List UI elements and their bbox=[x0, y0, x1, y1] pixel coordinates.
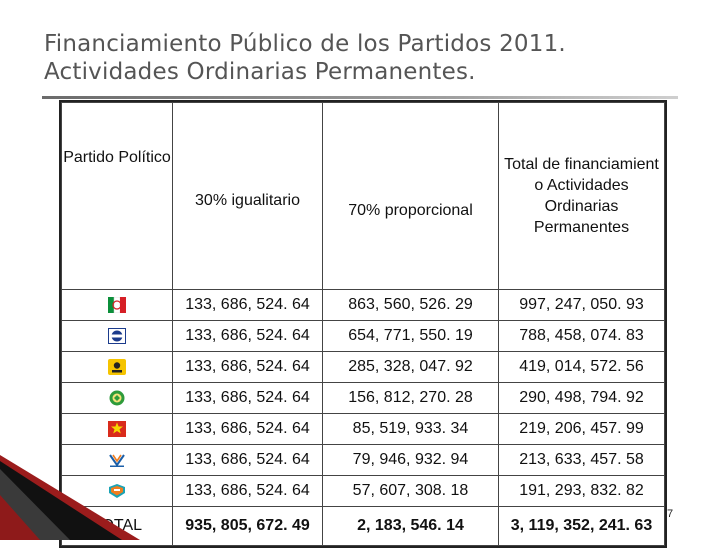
total-cell: 788, 458, 074. 83 bbox=[498, 320, 665, 352]
header-total: Total de financiamient o Actividades Ord… bbox=[498, 102, 665, 290]
table-row: 133, 686, 524. 64 57, 607, 308. 18 191, … bbox=[61, 475, 665, 507]
egalitarian-cell: 133, 686, 524. 64 bbox=[172, 444, 323, 476]
party-cell bbox=[61, 413, 173, 445]
egalitarian-cell: 133, 686, 524. 64 bbox=[172, 413, 323, 445]
table-row: 133, 686, 524. 64 156, 812, 270. 28 290,… bbox=[61, 382, 665, 414]
prd-logo-icon bbox=[108, 358, 126, 375]
table-row: 133, 686, 524. 64 654, 771, 550. 19 788,… bbox=[61, 320, 665, 352]
table-row: 133, 686, 524. 64 79, 946, 932. 94 213, … bbox=[61, 444, 665, 476]
egalitarian-cell: 133, 686, 524. 64 bbox=[172, 320, 323, 352]
panal-logo-icon bbox=[109, 483, 125, 498]
proportional-cell: 57, 607, 308. 18 bbox=[322, 475, 499, 507]
financing-table: Partido Político 30% igualitario 70% pro… bbox=[59, 100, 667, 548]
egalitarian-cell: 133, 686, 524. 64 bbox=[172, 382, 323, 414]
total-egalitarian: 935, 805, 672. 49 bbox=[172, 506, 323, 546]
proportional-cell: 654, 771, 550. 19 bbox=[322, 320, 499, 352]
pri-logo-icon bbox=[108, 296, 126, 313]
total-cell: 213, 633, 457. 58 bbox=[498, 444, 665, 476]
party-cell bbox=[61, 382, 173, 414]
total-cell: 419, 014, 572. 56 bbox=[498, 351, 665, 383]
party-cell bbox=[61, 351, 173, 383]
total-cell: 997, 247, 050. 93 bbox=[498, 289, 665, 321]
pan-logo-icon bbox=[108, 327, 126, 344]
proportional-cell: 156, 812, 270. 28 bbox=[322, 382, 499, 414]
page-number: 7 bbox=[667, 508, 674, 520]
table-header-row: Partido Político 30% igualitario 70% pro… bbox=[61, 102, 665, 290]
proportional-cell: 863, 560, 526. 29 bbox=[322, 289, 499, 321]
slide-title: Financiamiento Público de los Partidos 2… bbox=[44, 30, 684, 86]
party-cell bbox=[61, 289, 173, 321]
table-row: 133, 686, 524. 64 863, 560, 526. 29 997,… bbox=[61, 289, 665, 321]
pvem-logo-icon bbox=[109, 390, 125, 406]
slide-title-line-2: Actividades Ordinarias Permanentes. bbox=[44, 59, 476, 85]
total-cell: 290, 498, 794. 92 bbox=[498, 382, 665, 414]
total-cell: 219, 206, 457. 99 bbox=[498, 413, 665, 445]
party-cell bbox=[61, 475, 173, 507]
pt-logo-icon bbox=[108, 420, 126, 437]
proportional-cell: 79, 946, 932. 94 bbox=[322, 444, 499, 476]
egalitarian-cell: 133, 686, 524. 64 bbox=[172, 289, 323, 321]
proportional-cell: 85, 519, 933. 34 bbox=[322, 413, 499, 445]
total-cell: 191, 293, 832. 82 bbox=[498, 475, 665, 507]
egalitarian-cell: 133, 686, 524. 64 bbox=[172, 351, 323, 383]
corner-decoration bbox=[0, 455, 140, 540]
proportional-cell: 285, 328, 047. 92 bbox=[322, 351, 499, 383]
convergencia-logo-icon bbox=[109, 454, 125, 467]
slide-title-line-1: Financiamiento Público de los Partidos 2… bbox=[44, 31, 566, 57]
table-row: 133, 686, 524. 64 285, 328, 047. 92 419,… bbox=[61, 351, 665, 383]
header-egalitarian: 30% igualitario bbox=[172, 102, 323, 290]
party-cell bbox=[61, 320, 173, 352]
title-underline bbox=[42, 96, 678, 99]
header-proportional: 70% proporcional bbox=[322, 102, 499, 290]
header-party: Partido Político bbox=[61, 102, 173, 290]
table-row: 133, 686, 524. 64 85, 519, 933. 34 219, … bbox=[61, 413, 665, 445]
egalitarian-cell: 133, 686, 524. 64 bbox=[172, 475, 323, 507]
